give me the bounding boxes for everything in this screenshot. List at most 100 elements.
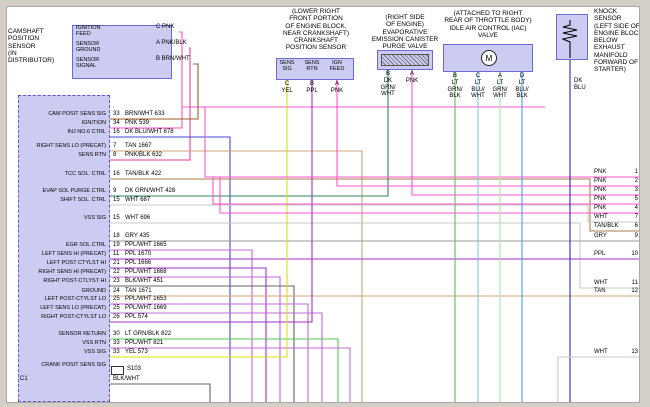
pcm-row-wire-label: 19 PPL/WHT 1665 (113, 242, 167, 248)
pcm-connector-box (18, 95, 110, 402)
pcm-row-wire-label: 8 PNK/BLK 632 (113, 152, 163, 158)
iac-motor-symbol: M (481, 50, 497, 66)
wire-knock-element (561, 20, 578, 58)
cam-sensor-pin-label: C PNK (156, 24, 175, 30)
pcm-row-wire-label: 9 DK GRN/WHT 428 (113, 188, 176, 194)
pcm-row-label: RIGHT SENS LO (PRECAT) (36, 143, 106, 149)
pcm-row-label: SENSOR RETURN (58, 331, 106, 337)
pcm-row-label: LEFT POST CTYLST HI (46, 260, 106, 266)
pcm-row-wire-label: 26 PPL 574 (113, 314, 148, 320)
wire-sensor-return (110, 338, 339, 402)
cam-sensor-pin-label: B BRN/WHT (156, 56, 190, 62)
pcm-row-label: VSS RTN (82, 340, 106, 346)
pcm-row-wire-label: 11 PPL 1670 (113, 251, 152, 257)
wire-vss-sig-upper (110, 222, 640, 289)
pcm-row-label: IGNITION (81, 120, 106, 126)
crank-terminal-name: SENS RTN (304, 60, 320, 73)
bottom-wire-color-label: BLK/WHT (113, 376, 140, 382)
wire-cam-ground (110, 47, 191, 161)
pcm-row-label: TCC SOL. CTRL (64, 171, 106, 177)
iac-wire-color-label: LT BLU/WHT (471, 80, 485, 100)
pcm-row-wire-label: 18 GRY 435 (113, 233, 150, 239)
pcm-row-label: GROUND (81, 288, 106, 294)
cam-sensor-terminal-label: SENSOR GROUND (76, 41, 101, 54)
right-exit-label: PNK 4 (594, 205, 638, 211)
evap-solenoid-symbol (381, 54, 429, 66)
cam-sensor-pin-label: A PNK/BLK (156, 40, 187, 46)
pcm-row-label: VSS SIG (83, 215, 106, 221)
iac-valve-box: M (443, 44, 533, 72)
iac-wire-color-label: LT BLU/BLK (515, 80, 529, 100)
knock-wire-color-label: DK BLU (574, 78, 586, 91)
iac-pin-letter: D (519, 73, 525, 79)
right-exit-label: WHT 7 (594, 214, 638, 220)
cam-sensor-caption: CAMSHAFT POSITION SENSOR (IN DISTRIBUTOR) (8, 28, 55, 65)
pcm-row-label: SENS RTN (78, 152, 106, 158)
evap-valve-box (377, 50, 433, 70)
pcm-row-label: RIGHT SENS HI (PRECAT) (38, 269, 106, 275)
pcm-row-wire-label: 34 PNK 539 (113, 120, 150, 126)
pcm-row-label: LEFT POST-CTYLST LO (44, 296, 106, 302)
pcm-row-label: RIGHT POST-CTLYST HI (43, 278, 106, 284)
pcm-row-label: INJ NO.6 CTRL (67, 129, 106, 135)
splice-s103-symbol (111, 366, 124, 375)
pcm-row-label: LEFT SENS HI (PRECAT) (42, 251, 106, 257)
right-exit-label: PNK 5 (594, 196, 638, 202)
right-exit-label: PPL 10 (594, 251, 638, 257)
iac-pin-letter: A (497, 73, 502, 79)
crank-wire-color-label: YEL (281, 88, 293, 94)
pcm-row-wire-label: 33 PPL/WHT 821 (113, 340, 164, 346)
pcm-row-wire-label: 23 BLK/WHT 451 (113, 278, 164, 284)
wire-evap-ctrl (110, 70, 389, 197)
evap-wire-color-label: DK GRN/WHT (380, 78, 396, 98)
wire-vss-rtn (110, 347, 351, 402)
right-exit-label: PNK 1 (594, 169, 638, 175)
wire-pnk-exit-5 (212, 177, 640, 205)
crank-sensor-connector-box (276, 58, 354, 80)
pcm-row-label: SHIFT SOL. CTRL (60, 197, 106, 203)
iac-wire-color-label: LT GRN/WHT (492, 80, 508, 100)
wire-wht-exit-13 (557, 356, 640, 402)
pcm-row-label: EVAP SOL PURGE CTRL (42, 188, 106, 194)
wire-cam-ign-feed (110, 31, 183, 129)
wire-right-post-hi (110, 285, 295, 402)
wire-egr-ctrl (110, 249, 253, 402)
wire-crank-signal (110, 80, 288, 358)
wire-crank-ign-feed (336, 80, 640, 187)
cam-sensor-terminal-label: SENSOR SIGNAL (76, 57, 100, 70)
crank-sensor-caption: (LOWER RIGHT FRONT PORTION OF ENGINE BLOCK… (282, 8, 350, 52)
pcm-row-wire-label: 25 PPL/WHT 1653 (113, 296, 167, 302)
wire-cam-signal (110, 63, 199, 120)
pcm-row-wire-label: 16 TAN/BLK 422 (113, 171, 162, 177)
crank-pin-letter: A (334, 81, 339, 87)
window-frame-bottom (0, 403, 650, 407)
right-exit-label: PNK 2 (594, 178, 638, 184)
iac-valve-caption: (ATTACHED TO RIGHT REAR OF THROTTLE BODY)… (444, 10, 532, 39)
pcm-row-wire-label: 21 PPL 1666 (113, 260, 152, 266)
pcm-connector-c1-label: C1 (20, 376, 28, 382)
wire-crank-return (110, 80, 313, 323)
right-exit-label: TAN 12 (594, 288, 638, 294)
pcm-row-label: LEFT SENS LO (PRECAT) (40, 305, 106, 311)
cam-sensor-connector-box (72, 25, 172, 79)
evap-wire-color-label: PNK (405, 78, 419, 84)
iac-pin-letter: C (475, 73, 481, 79)
wire-right-sens-lo (110, 150, 363, 402)
window-frame-right (640, 0, 650, 407)
pcm-row-wire-label: 15 WHT 687 (113, 197, 151, 203)
right-exit-label: PNK 3 (594, 187, 638, 193)
wire-right-sens-hi (110, 276, 281, 402)
pcm-row-wire-label: 22 PPL/WHT 1668 (113, 269, 167, 275)
pcm-row-wire-label: 15 WHT 696 (113, 215, 151, 221)
cam-sensor-terminal-label: IGNITION FEED (76, 25, 101, 38)
crank-terminal-name: IGN FEED (329, 60, 345, 73)
window-frame-top (0, 0, 650, 6)
evap-pin-letter: B (385, 71, 390, 77)
pcm-row-wire-label: 7 TAN 1667 (113, 143, 152, 149)
pcm-row-label: EGR SOL CTRL (65, 242, 106, 248)
evap-pin-letter: A (409, 71, 414, 77)
wire-inj6-ctrl (110, 136, 231, 402)
